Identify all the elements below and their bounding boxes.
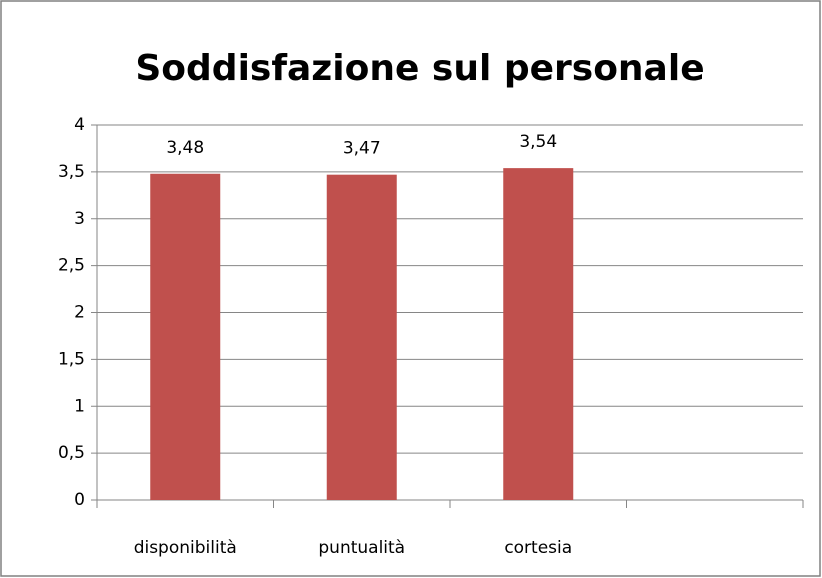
- bar: [326, 174, 397, 500]
- value-label: 3,48: [166, 138, 204, 158]
- y-tick-label: 2: [74, 303, 85, 323]
- y-tick-label: 3,5: [58, 162, 85, 182]
- x-tick-label: cortesia: [504, 538, 572, 558]
- y-tick-label: 2,5: [58, 256, 85, 276]
- y-tick-label: 0,5: [58, 443, 85, 463]
- value-label: 3,54: [519, 132, 557, 152]
- y-tick-label: 4: [74, 115, 85, 135]
- x-tick-label: puntualità: [318, 538, 405, 558]
- y-tick-label: 3: [74, 209, 85, 229]
- y-tick-label: 1,5: [58, 349, 85, 369]
- y-tick-label: 0: [74, 490, 85, 510]
- bar: [503, 168, 574, 500]
- bar: [150, 173, 221, 500]
- x-tick-label: disponibilità: [134, 538, 237, 558]
- value-label: 3,47: [343, 139, 381, 159]
- y-tick-label: 1: [74, 396, 85, 416]
- chart-title: Soddisfazione sul personale: [135, 48, 704, 89]
